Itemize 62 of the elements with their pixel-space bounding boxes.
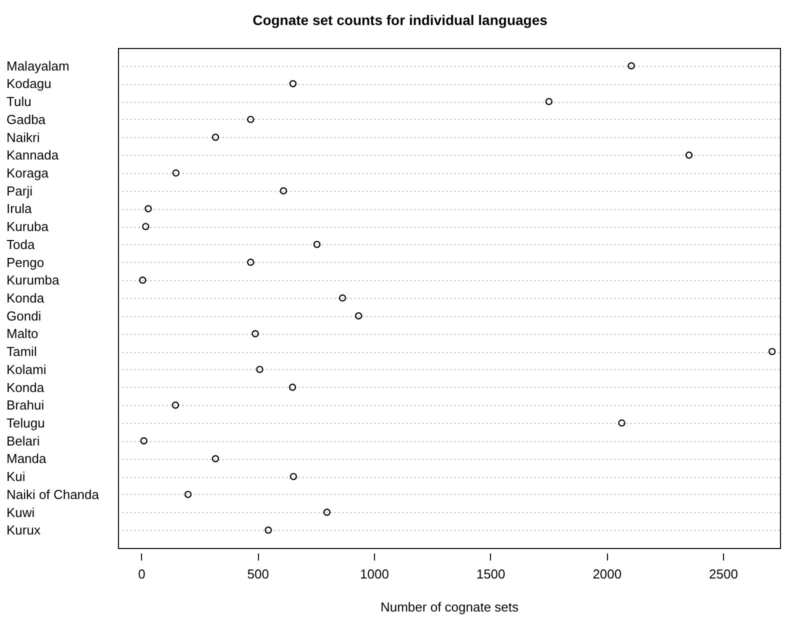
point	[172, 402, 180, 409]
x-tick-label: 0	[138, 566, 146, 582]
y-tick-label: Malayalam	[6, 58, 70, 74]
point	[628, 62, 635, 70]
x-axis-title: Number of cognate sets	[380, 600, 519, 614]
point	[212, 134, 220, 141]
point	[290, 472, 298, 480]
point	[768, 348, 776, 356]
point	[139, 276, 146, 284]
y-tick-label: Naiki of Chanda	[6, 486, 100, 502]
point	[288, 384, 296, 391]
point	[184, 490, 192, 498]
y-tick-label: Kuwi	[6, 504, 35, 520]
point	[252, 330, 259, 338]
x-tick-label: 2000	[592, 566, 622, 582]
y-tick-label: Koraga	[6, 166, 50, 180]
point	[545, 98, 553, 106]
y-tick-label: Parji	[6, 183, 33, 198]
y-tick-label: Gondi	[6, 308, 42, 324]
point	[212, 455, 220, 462]
y-tick-label: Kurumba	[6, 272, 60, 288]
point	[140, 437, 148, 444]
point	[247, 258, 254, 266]
point	[313, 240, 321, 248]
x-tick-label: 1000	[360, 566, 389, 582]
x-tick-label: 500	[247, 566, 269, 582]
y-tick-label: Kui	[6, 469, 26, 484]
y-tick-label: Konda	[6, 380, 45, 395]
chart-title: Cognate set counts for individual languages	[252, 12, 548, 28]
point	[618, 419, 626, 427]
y-tick-label: Tulu	[6, 94, 32, 110]
y-tick-label: Kurux	[6, 522, 41, 538]
y-tick-label: Kolami	[6, 362, 46, 377]
x-tick-label: 1500	[476, 566, 506, 582]
point	[142, 222, 150, 230]
y-tick-label: Irula	[6, 201, 33, 216]
point	[685, 152, 693, 159]
point	[247, 116, 254, 124]
y-tick-label: Naikri	[6, 130, 40, 145]
point	[323, 508, 331, 516]
y-tick-label: Tamil	[6, 344, 37, 360]
point	[289, 80, 297, 88]
y-tick-label: Belari	[6, 433, 40, 448]
point	[280, 187, 288, 194]
x-tick-label: 2500	[709, 566, 738, 582]
y-tick-label: Brahui	[6, 398, 44, 413]
y-tick-label: Kannada	[6, 148, 60, 163]
y-tick-label: Malto	[6, 326, 38, 342]
point	[256, 366, 264, 374]
y-tick-label: Kuruba	[6, 219, 50, 234]
y-tick-label: Manda	[6, 451, 48, 466]
y-tick-label: Telugu	[6, 416, 45, 430]
point	[355, 312, 362, 320]
y-tick-label: Gadba	[6, 112, 46, 127]
y-tick-label: Kodagu	[6, 76, 52, 92]
point	[264, 526, 272, 534]
point	[144, 205, 152, 212]
y-tick-label: Toda	[6, 236, 36, 252]
point	[172, 169, 180, 177]
point	[338, 294, 346, 302]
y-tick-label: Pengo	[6, 254, 44, 270]
y-tick-label: Konda	[6, 290, 45, 306]
